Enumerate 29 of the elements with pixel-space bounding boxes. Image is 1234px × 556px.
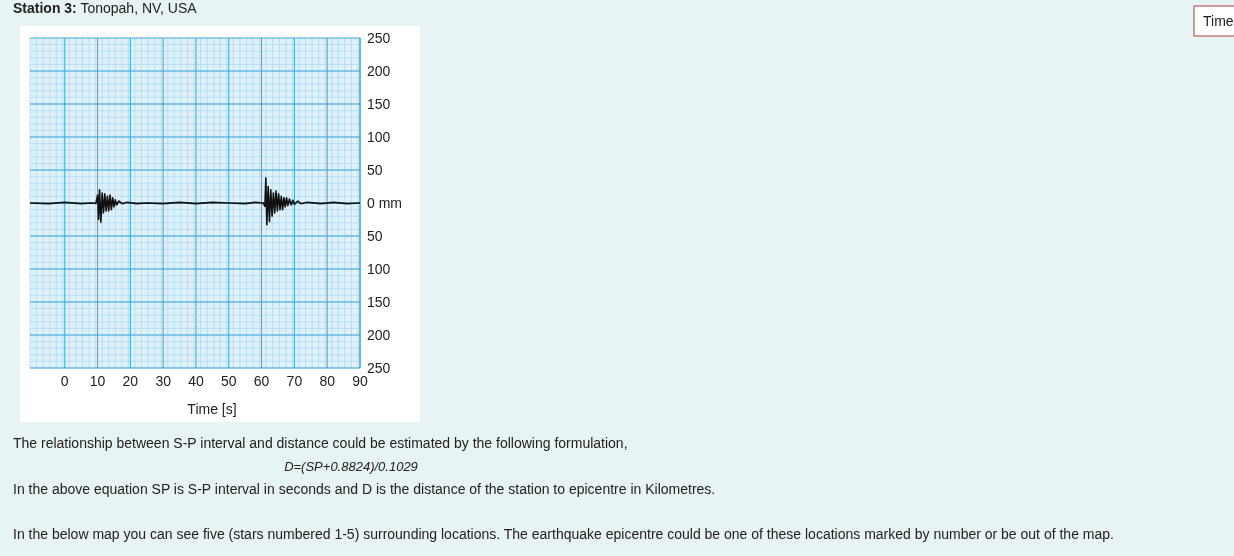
x-axis-title: Time [s]	[187, 401, 237, 417]
y-tick-label: 50	[367, 161, 383, 178]
y-tick-label: 200	[367, 326, 391, 343]
text: In the above equation SP is S-P interval in seconds and D is the distance of the station to epicentre in Kilometres.	[13, 481, 716, 497]
text: Time	[1203, 13, 1234, 29]
x-tick-label: 90	[352, 373, 368, 389]
text: The relationship between S-P interval and distance could be estimated by the following formulation,	[13, 435, 628, 451]
y-tick-label: 200	[367, 62, 391, 79]
x-tick-label: 20	[122, 373, 139, 389]
line-series	[29, 177, 361, 226]
text: D=(SP+0.8824)/0.1029	[284, 459, 418, 474]
y-tick-label: 50	[367, 227, 383, 244]
x-tick-label: 0	[60, 373, 69, 389]
y-tick-label: 100	[367, 128, 391, 145]
x-tick-label: 60	[253, 373, 270, 389]
x-tick-label: 80	[319, 373, 336, 389]
y-tick-label: 250	[367, 29, 391, 46]
y-tick-label: 100	[367, 260, 391, 277]
text: In the below map you can see five (stars numbered 1-5) surrounding locations. The earthquake epicentre could be one of these locations marked by number or be out of the map.	[13, 526, 1114, 542]
x-tick-label: 70	[286, 373, 303, 389]
y-tick-label: 150	[367, 293, 391, 310]
x-tick-label: 40	[188, 373, 204, 389]
x-tick-label: 10	[89, 373, 106, 389]
y-tick-label: 150	[367, 95, 391, 112]
y-tick-label: 250	[367, 359, 391, 376]
y-tick-label: 0 mm	[367, 194, 402, 211]
x-tick-label: 50	[221, 373, 237, 389]
chart-title: Station 3: Tonopah, NV, USA	[13, 0, 198, 16]
x-tick-label: 30	[155, 373, 172, 389]
